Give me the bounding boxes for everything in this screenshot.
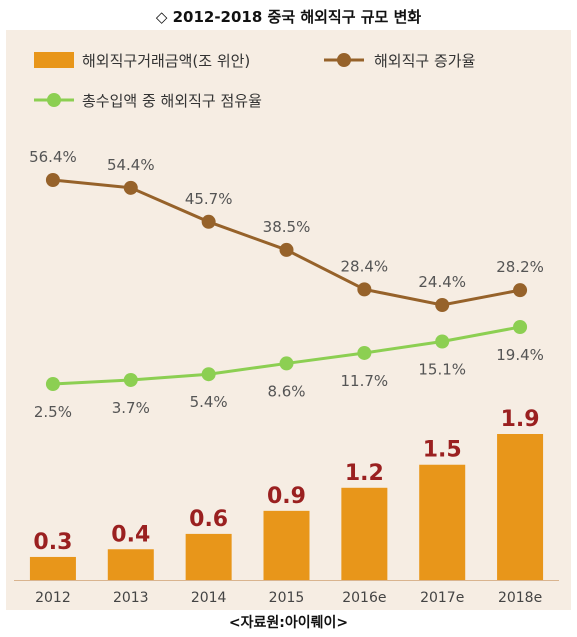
bar-2018e: [497, 434, 544, 580]
bar-2013: [107, 549, 154, 580]
growth-label-2013: 54.4%: [107, 156, 155, 174]
growth-label-2017e: 24.4%: [418, 273, 466, 291]
share-label-2014: 5.4%: [190, 393, 228, 411]
growth-point-2016e: [357, 282, 372, 297]
x-tick-2016e: 2016e: [342, 590, 386, 606]
growth-label-2014: 45.7%: [185, 190, 233, 208]
share-point-2015: [279, 356, 294, 371]
bar-2017e: [419, 464, 466, 580]
growth-label-2016e: 28.4%: [341, 257, 389, 275]
x-tick-2018e: 2018e: [498, 590, 542, 606]
bar-label-2014: 0.6: [189, 507, 228, 532]
legend-label-bar: 해외직구거래금액(조 위안): [82, 52, 250, 70]
share-label-2015: 8.6%: [267, 382, 305, 400]
share-point-2018e: [513, 320, 528, 334]
bar-label-2016e: 1.2: [345, 461, 384, 486]
legend-marker-growth: [337, 53, 351, 67]
bar-label-2013: 0.4: [111, 522, 150, 547]
share-label-2013: 3.7%: [112, 399, 150, 417]
legend-label-share: 총수입액 중 해외직구 점유율: [82, 92, 262, 110]
share-label-2017e: 15.1%: [418, 361, 466, 379]
legend-label-growth: 해외직구 증가율: [374, 52, 475, 70]
bar-label-2017e: 1.5: [423, 438, 462, 463]
bar-label-2018e: 1.9: [501, 407, 540, 432]
share-label-2016e: 11.7%: [341, 372, 389, 390]
growth-label-2015: 38.5%: [263, 218, 311, 236]
share-point-2012: [45, 377, 60, 391]
growth-label-2018e: 28.2%: [496, 258, 544, 276]
growth-point-2014: [201, 214, 216, 229]
x-tick-2015: 2015: [269, 590, 305, 606]
x-tick-2013: 2013: [113, 590, 149, 606]
bar-2015: [263, 510, 310, 580]
bar-label-2012: 0.3: [33, 530, 72, 555]
growth-point-2018e: [513, 283, 528, 298]
growth-label-2012: 56.4%: [29, 148, 77, 166]
legend-marker-share: [47, 93, 61, 107]
x-tick-2012: 2012: [35, 590, 71, 606]
x-tick-2014: 2014: [191, 590, 227, 606]
bar-label-2015: 0.9: [267, 484, 306, 509]
growth-point-2012: [45, 173, 60, 187]
share-point-2016e: [357, 345, 372, 360]
share-point-2013: [123, 372, 138, 387]
share-point-2017e: [435, 334, 450, 349]
growth-point-2015: [279, 242, 294, 257]
source-note: <자료원:아이뤠이>: [228, 615, 349, 631]
share-label-2012: 2.5%: [34, 403, 72, 421]
share-point-2014: [201, 367, 216, 382]
bar-2016e: [341, 487, 388, 580]
legend-swatch-bar: [34, 52, 74, 68]
growth-point-2013: [123, 180, 138, 195]
growth-point-2017e: [435, 298, 450, 312]
bar-2012: [29, 556, 76, 580]
x-tick-2017e: 2017e: [420, 590, 464, 606]
bar-2014: [185, 533, 232, 580]
chart-title: ◇ 2012-2018 중국 해외직구 규모 변화: [155, 8, 422, 26]
share-label-2018e: 19.4%: [496, 346, 544, 364]
